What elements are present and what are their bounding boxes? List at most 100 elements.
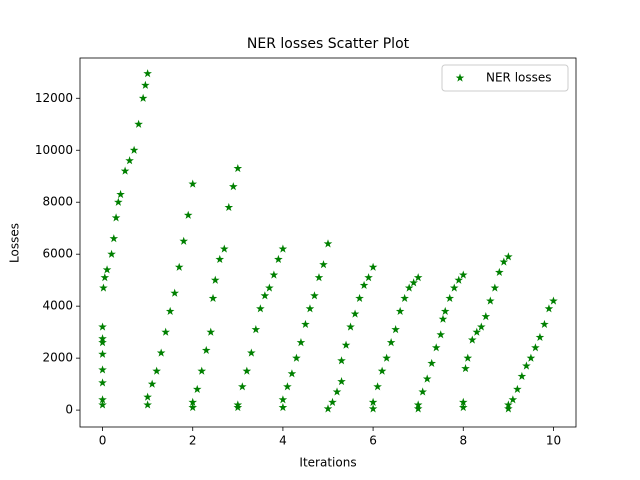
data-point <box>359 280 369 290</box>
data-point <box>449 283 459 292</box>
x-tick-label: 8 <box>459 434 467 448</box>
data-point <box>287 369 297 378</box>
data-point <box>404 283 414 292</box>
data-point <box>134 119 143 128</box>
data-point <box>305 304 315 313</box>
data-point <box>504 252 513 261</box>
data-point <box>208 293 218 303</box>
data-point <box>346 322 355 331</box>
data-point <box>477 322 486 331</box>
data-point <box>278 403 288 412</box>
x-tick-label: 0 <box>99 434 107 448</box>
data-point <box>549 296 558 305</box>
data-point <box>260 291 270 300</box>
x-tick-label: 6 <box>369 434 377 448</box>
data-point <box>233 163 243 173</box>
data-point <box>206 327 216 336</box>
data-point <box>283 382 292 391</box>
y-tick-label: 4000 <box>42 299 73 313</box>
data-point <box>445 293 455 303</box>
data-point <box>364 273 373 282</box>
data-point <box>454 275 464 284</box>
data-point <box>152 366 161 375</box>
data-point <box>468 335 477 344</box>
data-point <box>377 366 387 375</box>
data-point <box>179 236 188 245</box>
data-point <box>233 400 243 409</box>
data-point <box>98 378 107 387</box>
data-point <box>337 377 346 386</box>
data-point <box>513 384 522 393</box>
y-tick-label: 6000 <box>42 247 73 261</box>
data-point <box>220 244 229 253</box>
data-point <box>323 404 333 413</box>
data-point <box>138 93 148 102</box>
data-point <box>535 332 545 341</box>
x-tick-label: 2 <box>189 434 197 448</box>
data-point <box>341 340 351 349</box>
data-point <box>201 345 211 354</box>
data-point <box>391 325 400 334</box>
data-point <box>413 400 423 409</box>
data-point <box>355 293 364 303</box>
data-point <box>472 327 482 336</box>
data-point <box>301 319 310 328</box>
data-point <box>109 234 119 243</box>
data-point <box>413 273 423 282</box>
data-point <box>508 395 518 404</box>
data-point <box>461 364 470 373</box>
data-point <box>386 338 396 347</box>
data-point <box>98 322 107 331</box>
y-tick-label: 2000 <box>42 351 73 365</box>
x-tick-label: 4 <box>279 434 287 448</box>
data-point <box>458 403 468 412</box>
data-point <box>229 182 238 191</box>
data-point <box>328 397 337 406</box>
data-point <box>99 283 108 292</box>
data-point <box>436 330 446 339</box>
data-point <box>350 309 360 318</box>
data-point <box>274 254 283 264</box>
data-point <box>120 166 130 175</box>
data-point <box>247 348 256 357</box>
data-point <box>418 387 427 396</box>
data-point <box>438 314 448 323</box>
x-axis-label: Iterations <box>299 456 356 470</box>
data-point <box>427 358 436 367</box>
data-point <box>141 80 150 89</box>
data-point <box>531 343 540 352</box>
data-point <box>332 387 342 396</box>
data-point <box>337 356 346 365</box>
data-point <box>495 267 504 277</box>
data-point <box>269 270 279 279</box>
data-point <box>323 239 333 248</box>
data-point <box>156 348 166 357</box>
legend-label: NER losses <box>486 71 552 85</box>
data-point <box>368 404 378 413</box>
data-point <box>486 296 495 305</box>
data-point <box>98 334 107 343</box>
data-point <box>314 273 324 282</box>
data-point <box>292 353 301 362</box>
data-point <box>517 371 527 380</box>
data-point <box>422 374 432 383</box>
data-point <box>188 179 198 188</box>
data-point <box>143 69 152 78</box>
data-point <box>278 244 288 253</box>
data-point <box>98 365 107 374</box>
data-point <box>310 291 319 300</box>
data-point <box>197 366 207 375</box>
data-point <box>188 397 198 406</box>
data-point <box>98 338 107 347</box>
data-point <box>265 283 274 292</box>
data-point <box>368 397 378 406</box>
data-point <box>409 278 418 287</box>
data-point <box>504 404 513 413</box>
data-point <box>192 384 202 393</box>
data-point <box>129 145 139 154</box>
data-point <box>215 254 225 264</box>
data-point <box>431 343 441 352</box>
data-point <box>463 353 473 362</box>
axes-frame <box>79 57 577 428</box>
